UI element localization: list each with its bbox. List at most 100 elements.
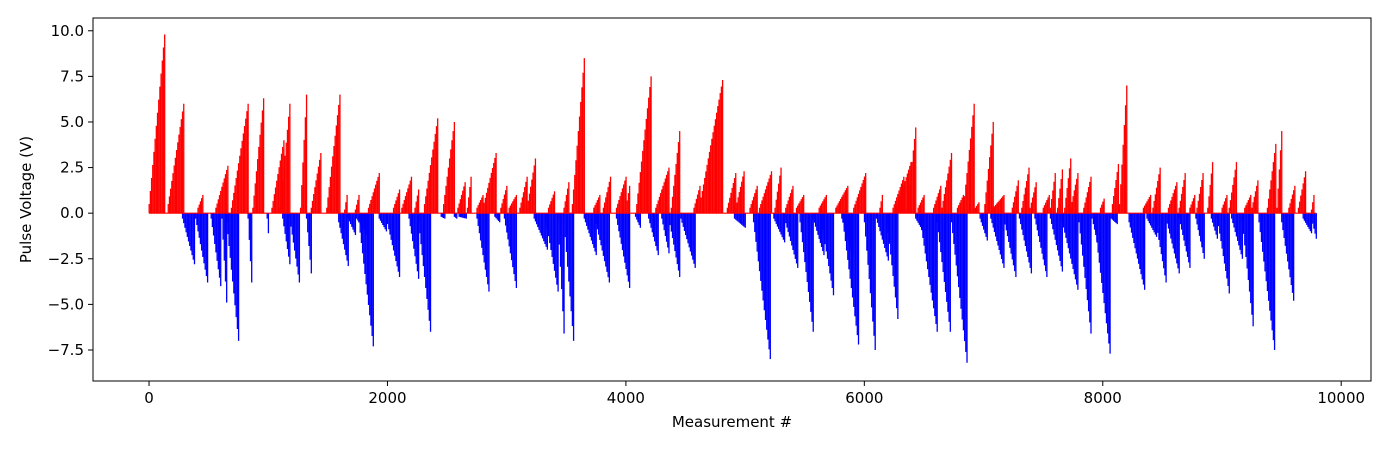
negative-voltage-bar bbox=[396, 213, 398, 267]
negative-pulse-ramp bbox=[417, 213, 432, 332]
positive-voltage-bar bbox=[658, 196, 661, 214]
negative-voltage-bar bbox=[1285, 213, 1288, 254]
positive-voltage-bar bbox=[896, 197, 898, 214]
negative-pulse-ramp bbox=[863, 213, 876, 350]
negative-voltage-bar bbox=[675, 213, 677, 258]
positive-voltage-bar bbox=[818, 207, 820, 214]
positive-voltage-bar bbox=[494, 157, 496, 214]
negative-voltage-bar bbox=[1055, 213, 1058, 246]
negative-voltage-bar bbox=[692, 213, 694, 260]
positive-voltage-bar bbox=[246, 111, 248, 214]
negative-voltage-bar bbox=[671, 213, 674, 239]
negative-voltage-bar bbox=[829, 213, 831, 274]
negative-voltage-bar bbox=[1241, 213, 1244, 223]
negative-voltage-bar bbox=[284, 213, 286, 234]
negative-voltage-bar bbox=[1215, 213, 1217, 235]
negative-voltage-bar bbox=[547, 213, 550, 237]
positive-pulse-ramp bbox=[917, 194, 925, 214]
negative-voltage-bar bbox=[200, 213, 203, 251]
positive-voltage-bar bbox=[792, 185, 794, 214]
negative-voltage-bar bbox=[538, 213, 540, 230]
negative-voltage-bar bbox=[773, 213, 775, 219]
negative-voltage-bar bbox=[980, 213, 982, 223]
positive-pulse-ramp bbox=[1207, 162, 1214, 214]
negative-voltage-bar bbox=[248, 213, 250, 240]
negative-pulse-ramp bbox=[842, 213, 860, 345]
negative-voltage-bar bbox=[1143, 213, 1146, 290]
positive-voltage-bar bbox=[240, 148, 242, 214]
negative-voltage-bar bbox=[370, 213, 372, 326]
positive-pulse-ramp bbox=[906, 127, 917, 214]
negative-voltage-bar bbox=[758, 213, 761, 272]
negative-voltage-bar bbox=[994, 213, 997, 237]
negative-voltage-bar bbox=[1221, 213, 1223, 249]
negative-voltage-bar bbox=[1290, 213, 1292, 286]
positive-voltage-bar bbox=[917, 207, 919, 214]
positive-voltage-bar bbox=[1066, 188, 1068, 214]
positive-voltage-bar bbox=[856, 197, 858, 214]
negative-pulse-ramp bbox=[733, 213, 746, 228]
negative-voltage-bar bbox=[395, 213, 397, 262]
negative-voltage-bar bbox=[230, 213, 233, 270]
positive-voltage-bar bbox=[860, 186, 862, 214]
negative-voltage-bar bbox=[572, 213, 575, 341]
negative-voltage-bar bbox=[1108, 213, 1110, 344]
negative-voltage-bar bbox=[1158, 213, 1160, 240]
positive-voltage-bar bbox=[508, 207, 510, 214]
negative-voltage-bar bbox=[814, 213, 817, 227]
y-tick-label: 7.5 bbox=[60, 67, 84, 85]
negative-voltage-bar bbox=[1041, 213, 1043, 254]
positive-pulse-ramp bbox=[414, 189, 420, 214]
negative-voltage-bar bbox=[1211, 213, 1214, 223]
positive-voltage-bar bbox=[273, 194, 276, 214]
positive-voltage-bar bbox=[998, 200, 1000, 214]
negative-voltage-bar bbox=[1090, 213, 1092, 334]
negative-pulse-ramp bbox=[886, 213, 899, 319]
positive-voltage-bar bbox=[999, 199, 1002, 214]
positive-pulse-ramp bbox=[615, 176, 627, 214]
positive-voltage-bar bbox=[1117, 163, 1120, 214]
positive-voltage-bar bbox=[528, 193, 531, 214]
positive-voltage-bar bbox=[907, 169, 910, 214]
positive-voltage-bar bbox=[825, 194, 827, 214]
positive-pulse-ramp bbox=[1111, 163, 1120, 214]
positive-voltage-bar bbox=[460, 194, 463, 214]
negative-voltage-bar bbox=[595, 213, 597, 256]
negative-voltage-bar bbox=[856, 213, 858, 336]
positive-voltage-bar bbox=[643, 140, 645, 214]
negative-voltage-bar bbox=[1248, 213, 1251, 292]
positive-voltage-bar bbox=[271, 207, 273, 214]
negative-voltage-bar bbox=[298, 213, 301, 283]
negative-pulse-ramp bbox=[594, 213, 611, 283]
negative-voltage-bar bbox=[503, 213, 506, 219]
negative-voltage-bar bbox=[820, 213, 823, 223]
negative-voltage-bar bbox=[823, 213, 825, 237]
positive-voltage-bar bbox=[527, 200, 529, 214]
positive-voltage-bar bbox=[515, 194, 518, 214]
negative-voltage-bar bbox=[638, 213, 640, 226]
positive-voltage-bar bbox=[948, 166, 950, 214]
negative-voltage-bar bbox=[986, 213, 988, 241]
positive-voltage-bar bbox=[510, 203, 513, 214]
y-tick-label: −7.5 bbox=[48, 341, 84, 359]
negative-pulse-ramp bbox=[226, 213, 240, 341]
positive-voltage-bar bbox=[1178, 207, 1180, 214]
positive-voltage-bar bbox=[1023, 194, 1025, 214]
negative-voltage-bar bbox=[592, 213, 594, 245]
negative-pulse-ramp bbox=[1241, 213, 1254, 327]
negative-voltage-bar bbox=[429, 213, 432, 332]
x-axis-label: Measurement # bbox=[672, 413, 792, 431]
positive-voltage-bar bbox=[164, 34, 166, 214]
negative-voltage-bar bbox=[193, 213, 196, 265]
positive-voltage-bar bbox=[409, 180, 411, 214]
negative-voltage-bar bbox=[216, 213, 218, 261]
negative-voltage-bar bbox=[417, 213, 420, 223]
negative-voltage-bar bbox=[1130, 213, 1133, 233]
negative-voltage-bar bbox=[991, 213, 993, 224]
negative-voltage-bar bbox=[1080, 213, 1083, 245]
negative-voltage-bar bbox=[1151, 213, 1153, 228]
negative-voltage-bar bbox=[681, 213, 683, 223]
negative-voltage-bar bbox=[224, 213, 227, 282]
positive-voltage-bar bbox=[171, 180, 173, 214]
positive-voltage-bar bbox=[378, 173, 380, 214]
